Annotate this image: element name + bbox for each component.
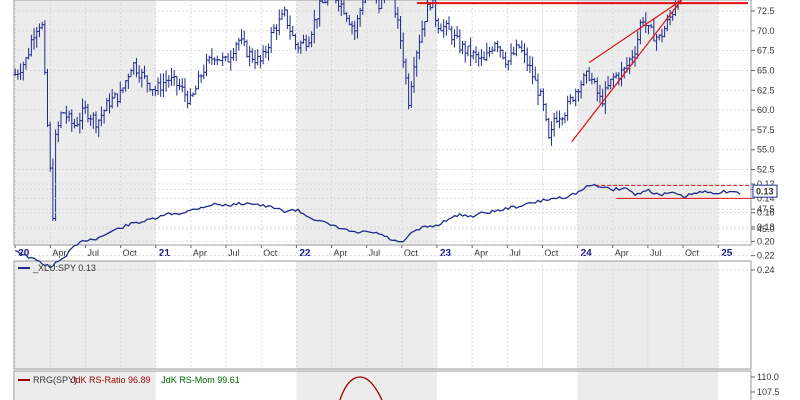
rs-legend: _XLU:SPY 0.13 <box>18 263 96 273</box>
relative-strength-panel: 0.24 0.22 0.20 0.18 0.16 0.14 0.120.13 _XLU:SP… <box>13 179 778 370</box>
price-tick-label: 67.5 <box>757 46 775 56</box>
price-tick-label: 60.0 <box>757 105 775 115</box>
rs-gridlines <box>14 183 751 369</box>
rs-tick-label: 0.12 <box>757 179 775 189</box>
x-month-label: Apr <box>615 248 629 258</box>
date-x-axis: 20 Apr Jul Oct 21 Apr Jul Oct 22 Apr Jul Oct 23 Apr Ju… <box>14 245 733 259</box>
ohlc-bar <box>383 0 385 4</box>
price-tick-label: 65.0 <box>757 65 775 75</box>
rs-tick-label: 0.16 <box>757 208 775 218</box>
x-month-label: Jul <box>650 248 662 258</box>
x-month-label: Jul <box>228 248 240 258</box>
rs-last-value-box <box>752 184 778 198</box>
ohlc-bar <box>375 0 377 4</box>
x-month-label: Apr <box>334 248 348 258</box>
x-month-label: Jul <box>87 248 99 258</box>
rrg-legend: RRG(SPY) JdK RS-Ratio 96.89 JdK RS-Mom 9… <box>18 375 240 385</box>
rs-legend-label: _XLU:SPY 0.13 <box>32 263 96 273</box>
rrg-tick-label: 110.0 <box>757 372 779 382</box>
x-month-label: Oct <box>123 248 138 258</box>
rrg-y-axis: 110.0 107.5 <box>751 372 780 397</box>
channel-lower-line <box>571 0 683 143</box>
x-month-label: Oct <box>544 248 559 258</box>
rs-tick-label: 0.20 <box>757 236 775 246</box>
price-tick-label: 52.5 <box>757 165 775 175</box>
year-band <box>15 371 156 400</box>
x-year-label: 24 <box>581 248 593 259</box>
price-tick-label: 55.0 <box>757 145 775 155</box>
rs-series-line <box>14 183 741 269</box>
x-year-label: 23 <box>440 248 452 259</box>
rrg-legend-item: JdK RS-Ratio 96.89 <box>71 375 151 385</box>
rrg-tick-label: 107.5 <box>757 387 780 397</box>
rrg-ratio-line <box>339 376 383 400</box>
rs-last-value-label: 0.13 <box>756 187 774 197</box>
price-tick-label: 57.5 <box>757 125 775 135</box>
price-tick-label: 47.5 <box>757 204 775 214</box>
ohlc-bar <box>326 0 329 6</box>
price-tick-label: 62.5 <box>757 85 775 95</box>
trendline-annotations <box>417 0 748 143</box>
x-month-label: Oct <box>404 248 419 258</box>
year-band <box>577 371 719 400</box>
x-year-label: 20 <box>18 248 30 259</box>
rrg-panel: 110.0 107.5 RRG(SPY) JdK RS-Ratio 96.89 J… <box>13 370 780 400</box>
rrg-legend-item: RRG(SPY) <box>33 375 77 385</box>
rs-tick-label: 0.24 <box>757 265 775 275</box>
x-month-label: Apr <box>52 248 66 258</box>
price-tick-label: 72.5 <box>757 6 775 16</box>
price-panel: 45.047.550.052.555.057.560.062.565.067.5… <box>13 0 775 246</box>
rs-range-annotations <box>595 184 751 199</box>
x-month-label: Jul <box>369 248 381 258</box>
ohlc-bar <box>380 0 383 10</box>
ohlc-bar <box>363 0 367 4</box>
rrg-year-bands <box>15 371 719 400</box>
rs-tick-label: 0.22 <box>757 251 775 261</box>
price-tick-label: 70.0 <box>757 26 775 36</box>
x-month-label: Oct <box>263 248 278 258</box>
rs-y-axis: 0.24 0.22 0.20 0.18 0.16 0.14 0.120.13 <box>751 179 778 275</box>
x-year-label: 22 <box>299 248 311 259</box>
rs-tick-label: 0.18 <box>757 222 775 232</box>
rs-line <box>14 183 741 269</box>
rrg-ratio-curve <box>339 376 383 400</box>
channel-upper-line <box>588 0 683 64</box>
ohlc-bars <box>13 0 682 221</box>
year-band <box>296 371 437 400</box>
x-month-label: Oct <box>685 248 700 258</box>
x-year-label: 21 <box>159 248 171 259</box>
x-month-label: Jul <box>509 248 521 258</box>
x-year-label: 25 <box>721 248 733 259</box>
price-tick-label: 45.0 <box>757 224 775 234</box>
rs-tick-label: 0.14 <box>757 193 775 203</box>
rrg-legend-item: JdK RS-Mom 99.61 <box>161 375 240 385</box>
x-month-label: Apr <box>474 248 488 258</box>
x-month-label: Apr <box>193 248 207 258</box>
